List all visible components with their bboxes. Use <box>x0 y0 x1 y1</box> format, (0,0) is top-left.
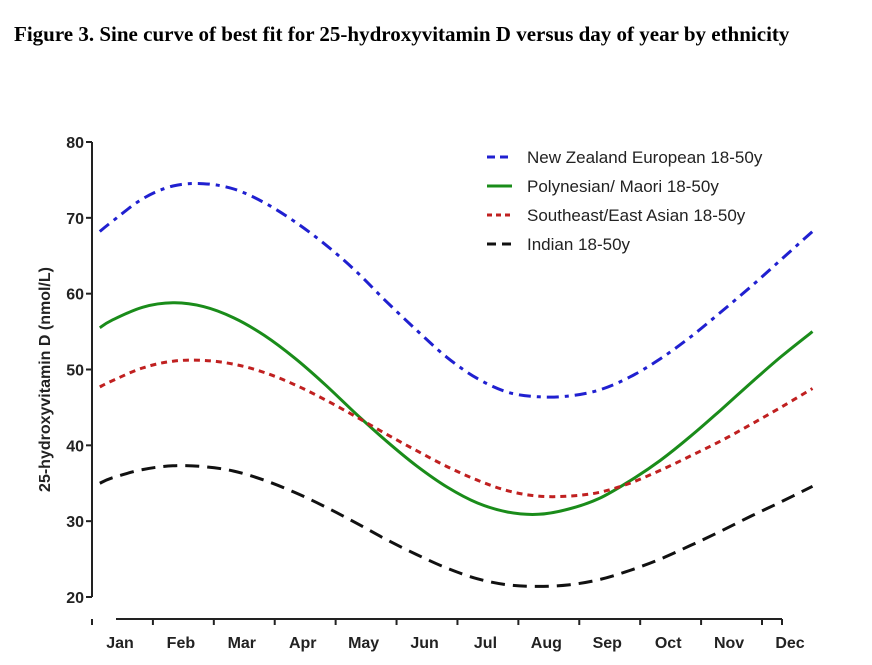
x-tick-label: Nov <box>714 635 744 652</box>
y-tick-label: 40 <box>66 438 84 455</box>
series-line-1 <box>98 181 814 399</box>
series-line-4 <box>99 464 814 588</box>
y-axis-title: 25-hydroxyvitamin D (nmol/L) <box>37 267 54 492</box>
y-tick-label: 70 <box>66 211 84 228</box>
x-tick-label: Oct <box>655 635 682 652</box>
legend-label-4: Indian 18-50y <box>527 235 631 254</box>
y-tick-label: 80 <box>66 135 84 152</box>
x-tick-label: Jun <box>410 635 438 652</box>
legend-label-1: New Zealand European 18-50y <box>527 148 763 167</box>
x-tick-label: Sep <box>593 635 623 652</box>
chart-axes: 20 30 40 50 60 70 80 Jan Feb Mar Apr May Jun Jul Aug Se… <box>66 135 805 652</box>
x-tick-label: May <box>348 635 379 652</box>
chart-legend: New Zealand European 18-50y Polynesian/ M… <box>487 148 763 254</box>
y-tick-label: 50 <box>66 363 84 380</box>
x-tick-label: Jul <box>474 635 497 652</box>
y-tick-label: 60 <box>66 287 84 304</box>
figure-title: Figure 3. Sine curve of best fit for 25-… <box>14 22 790 46</box>
series-line-3 <box>99 358 814 499</box>
x-tick-label: Jan <box>106 635 134 652</box>
x-tick-label: Aug <box>531 635 562 652</box>
x-tick-label: Mar <box>228 635 256 652</box>
y-tick-label: 20 <box>66 590 84 607</box>
series-line-2 <box>98 301 814 516</box>
y-tick-label: 30 <box>66 514 84 531</box>
x-tick-label: Dec <box>775 635 804 652</box>
x-tick-label: Apr <box>289 635 317 652</box>
legend-label-2: Polynesian/ Maori 18-50y <box>527 177 719 196</box>
series-lines <box>98 181 814 588</box>
x-tick-label: Feb <box>167 635 196 652</box>
legend-label-3: Southeast/East Asian 18-50y <box>527 206 746 225</box>
